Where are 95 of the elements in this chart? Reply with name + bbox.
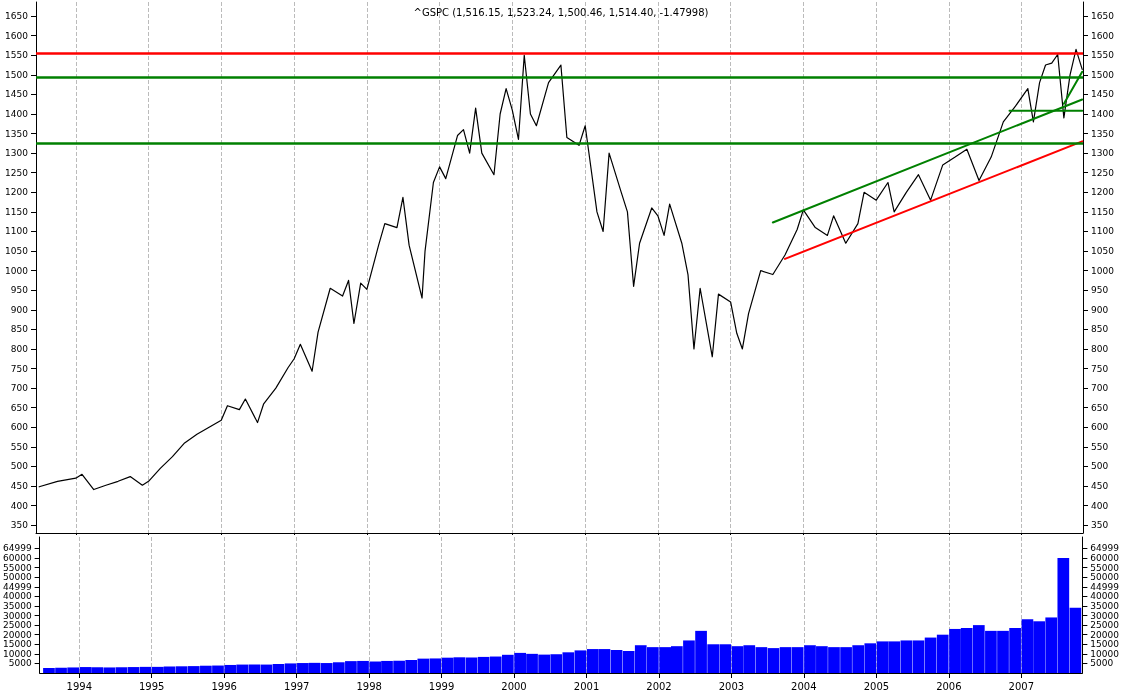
y2-tick-label: 1350 (1091, 128, 1115, 139)
y-tick-label: 25000 (2, 620, 32, 631)
y-tick-label: 1100 (5, 226, 29, 237)
y2-tick-label: 1450 (1091, 89, 1115, 100)
x-tick-label: 1997 (284, 680, 310, 691)
y2-tick-label: 25000 (1090, 620, 1120, 631)
y-tick-label: 20000 (2, 629, 32, 640)
y2-tick-label: 60000 (1090, 553, 1120, 564)
y2-tick-label: 40000 (1090, 591, 1120, 602)
y2-tick-label: 500 (1091, 461, 1109, 472)
y-tick-label: 60000 (2, 553, 32, 564)
y2-tick-label: 1100 (1091, 226, 1115, 237)
y-tick-label: 850 (10, 324, 29, 335)
y-tick-label: 1350 (5, 128, 29, 139)
y-tick-label: 950 (10, 285, 29, 296)
y2-tick-label: 1200 (1091, 187, 1115, 198)
y2-tick-label: 850 (1091, 324, 1109, 335)
y2-tick-label: 30000 (1090, 610, 1120, 621)
y-tick-label: 35000 (2, 600, 32, 611)
y2-tick-label: 650 (1091, 402, 1109, 413)
y-tick-label: 1050 (5, 246, 29, 257)
y2-tick-label: 950 (1091, 285, 1109, 296)
y2-tick-label: 400 (1091, 500, 1109, 511)
y-tick-label: 1550 (5, 50, 29, 61)
x-tick-label: 1995 (138, 680, 165, 691)
y-tick-label: 500 (10, 461, 29, 472)
y-tick-label: 650 (10, 402, 29, 413)
x-tick-label: 2001 (573, 680, 600, 691)
y-tick-label: 700 (10, 383, 29, 394)
y-tick-label: 15000 (2, 639, 32, 650)
y2-tick-label: 20000 (1090, 629, 1120, 640)
y2-tick-label: 1500 (1091, 69, 1115, 80)
y-tick-label: 450 (10, 481, 29, 492)
y-tick-label: 1450 (5, 89, 29, 100)
y2-tick-label: 1550 (1091, 50, 1115, 61)
y2-tick-label: 800 (1091, 343, 1109, 354)
y-tick-label: 1300 (5, 148, 29, 159)
y-tick-label: 1400 (5, 109, 29, 119)
y-tick-label: 64999 (2, 543, 32, 554)
y-tick-label: 50000 (2, 572, 32, 583)
y2-tick-label: 1600 (1091, 30, 1115, 41)
y-tick-label: 1500 (5, 69, 29, 80)
y-tick-label: 44999 (2, 581, 32, 592)
y-tick-label: 400 (10, 500, 29, 511)
x-tick-label: 2002 (646, 680, 672, 691)
y2-tick-label: 50000 (1090, 572, 1120, 583)
y-tick-label: 800 (10, 343, 29, 354)
y2-tick-label: 1050 (1091, 246, 1115, 257)
x-tick-label: 2004 (791, 680, 817, 691)
y-tick-label: 10000 (2, 648, 32, 659)
y-tick-label: 40000 (2, 591, 32, 602)
y2-tick-label: 550 (1091, 441, 1109, 452)
y2-tick-label: 750 (1091, 363, 1109, 374)
y2-tick-label: 55000 (1090, 562, 1120, 573)
y2-tick-label: 5000 (1090, 658, 1114, 669)
y2-tick-label: 450 (1091, 481, 1109, 492)
y2-tick-label: 350 (1091, 520, 1109, 531)
y-tick-label: 550 (10, 441, 29, 452)
y2-tick-label: 64999 (1090, 543, 1120, 554)
y-tick-label: 1150 (5, 206, 29, 217)
x-tick-label: 2003 (718, 680, 745, 691)
y-tick-label: 350 (10, 520, 29, 531)
y-tick-label: 750 (10, 363, 29, 374)
x-tick-label: 2007 (1008, 680, 1034, 691)
y-tick-label: 5000 (8, 658, 32, 669)
y2-tick-label: 900 (1091, 304, 1109, 315)
x-tick-label: 1996 (211, 680, 237, 691)
y2-tick-label: 1000 (1091, 265, 1115, 276)
y2-tick-label: 1250 (1091, 167, 1115, 178)
y2-tick-label: 1150 (1091, 206, 1115, 217)
y-tick-label: 1600 (5, 30, 29, 41)
y2-tick-label: 600 (1091, 422, 1109, 433)
x-tick-label: 2006 (936, 680, 962, 691)
x-tick-label: 2000 (501, 680, 527, 691)
y2-tick-label: 1400 (1091, 109, 1115, 119)
y2-tick-label: 35000 (1090, 600, 1120, 611)
y-tick-label: 1650 (5, 11, 29, 22)
y2-tick-label: 10000 (1090, 648, 1120, 659)
y-tick-label: 30000 (2, 610, 32, 621)
y-tick-label: 55000 (2, 562, 32, 573)
y2-tick-label: 44999 (1090, 581, 1120, 592)
y-tick-label: 1200 (5, 187, 29, 198)
x-tick-label: 1994 (66, 680, 93, 691)
y2-tick-label: 15000 (1090, 639, 1120, 650)
y2-tick-label: 700 (1091, 383, 1109, 394)
y-tick-label: 1250 (5, 167, 29, 178)
x-tick-label: 1998 (356, 680, 382, 691)
y-tick-label: 600 (10, 422, 29, 433)
x-tick-label: 1999 (428, 680, 455, 691)
x-tick-label: 2005 (863, 680, 890, 691)
text: ^GSPC (1,516.15, 1,523.24, 1,500.46, 1,514.40, -1.47998) (413, 6, 709, 18)
y2-tick-label: 1650 (1091, 11, 1115, 22)
y-tick-label: 900 (10, 304, 29, 315)
y-tick-label: 1000 (5, 265, 29, 276)
y2-tick-label: 1300 (1091, 148, 1115, 159)
